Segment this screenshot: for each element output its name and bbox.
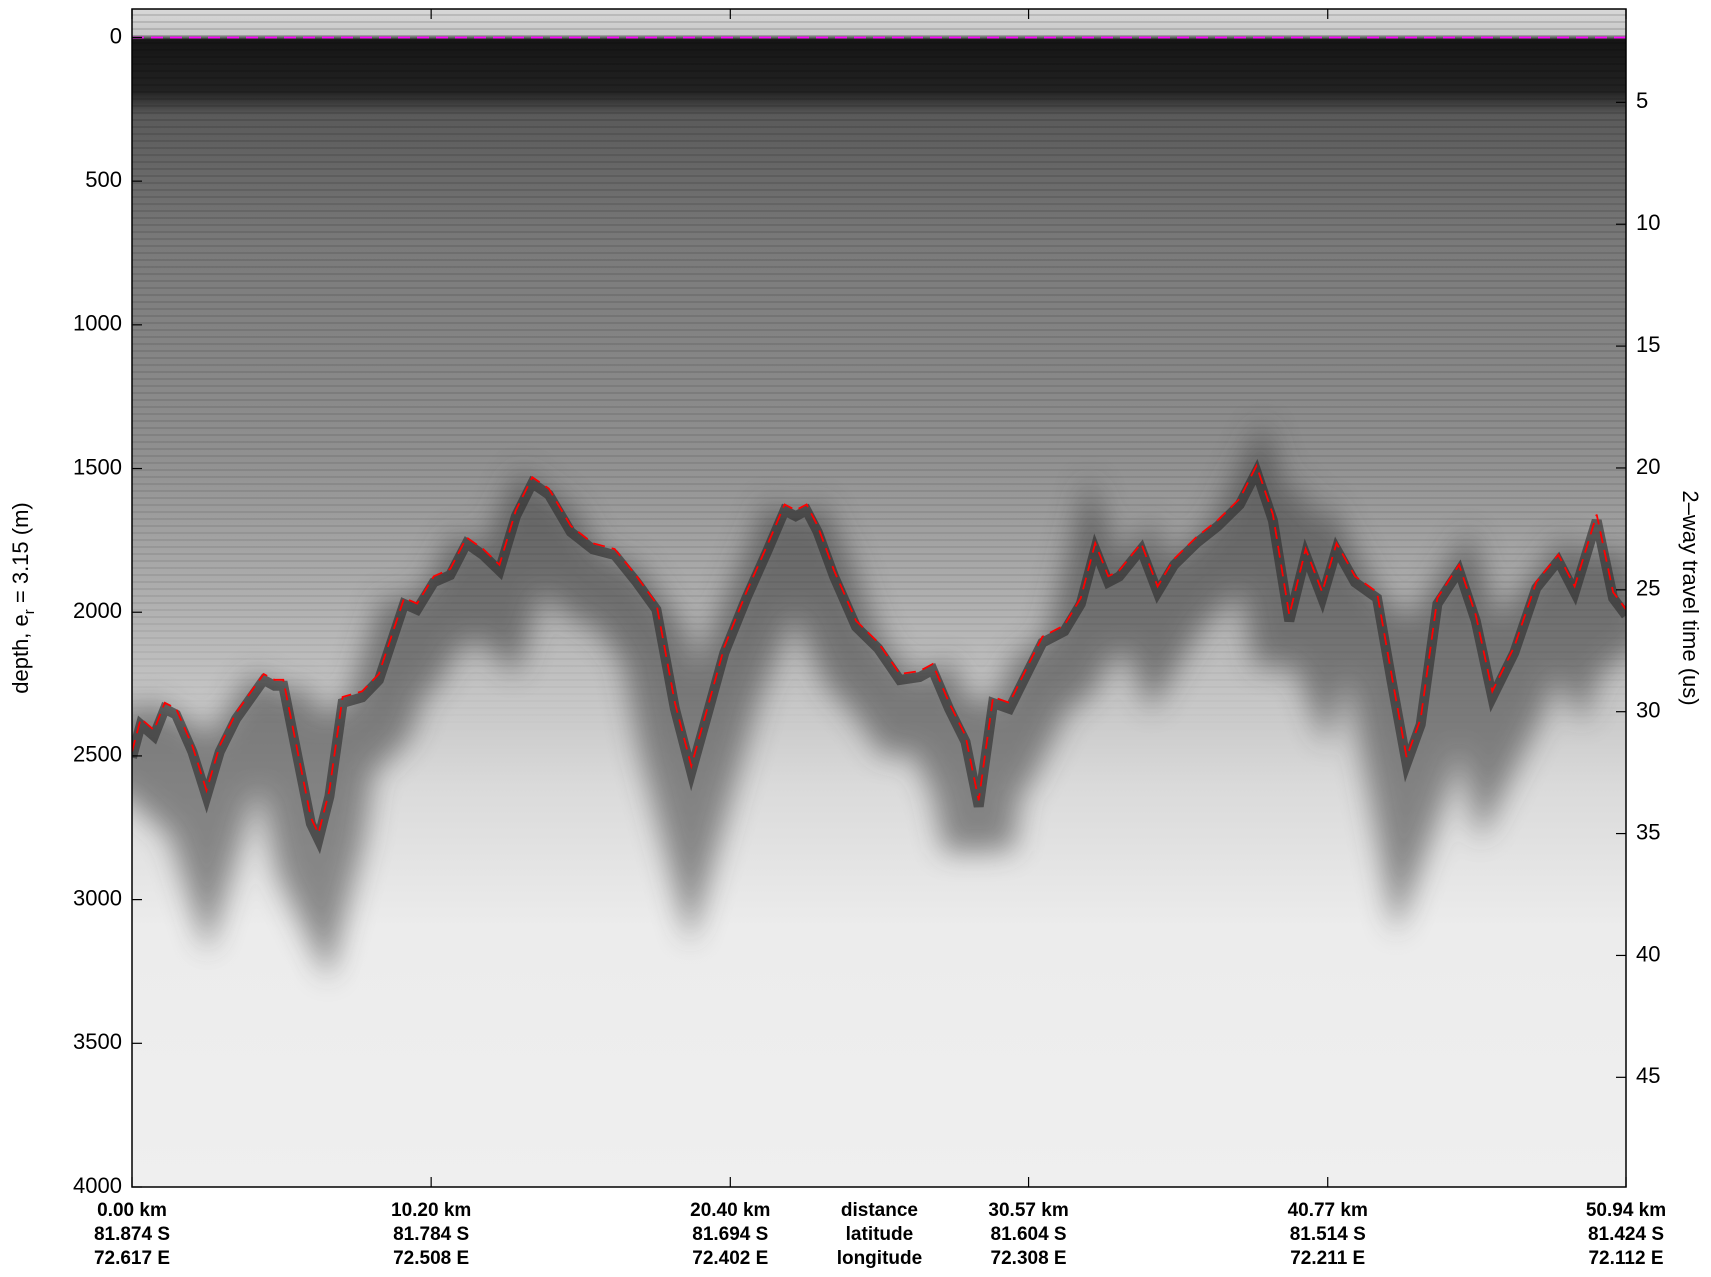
y2-tick-label: 10 <box>1636 210 1660 235</box>
y-tick-label: 1000 <box>73 311 122 336</box>
y-tick-label: 500 <box>85 167 122 192</box>
y2-axis-title: 2–way travel time (us) <box>1678 490 1703 705</box>
y2-tick-label: 35 <box>1636 819 1660 844</box>
x-tick-label: 50.94 km <box>1586 1200 1666 1221</box>
row-label: latitude <box>846 1224 914 1245</box>
pick-line <box>132 463 1626 837</box>
y2-tick-label: 5 <box>1636 88 1648 113</box>
row-label: distance <box>841 1200 918 1221</box>
y-tick-label: 3000 <box>73 885 122 910</box>
y-axis-title-part: depth, e <box>8 614 33 694</box>
row-label: longitude <box>837 1248 922 1269</box>
y-axis-title-sub: r <box>21 609 38 614</box>
x-tick-label: 40.77 km <box>1288 1200 1368 1221</box>
longitude-label: 72.617 E <box>94 1248 170 1269</box>
y-tick-label: 2500 <box>73 742 122 767</box>
y2-tick-label: 45 <box>1636 1063 1660 1088</box>
plot-area <box>132 9 1626 1187</box>
longitude-label: 72.308 E <box>991 1248 1067 1269</box>
plot-frame <box>131 8 1627 1188</box>
bed-echo-core <box>132 458 1626 855</box>
y-tick-label: 4000 <box>73 1173 122 1198</box>
y2-tick-label: 25 <box>1636 576 1660 601</box>
y2-tick-label: 20 <box>1636 454 1660 479</box>
y-axis-title-part: = 3.15 (m) <box>8 502 33 609</box>
latitude-label: 81.874 S <box>94 1224 170 1245</box>
y-tick-label: 0 <box>110 23 122 48</box>
longitude-label: 72.402 E <box>692 1248 768 1269</box>
echogram-layers <box>132 9 1626 1187</box>
bed-echo-shade <box>132 420 1626 981</box>
y2-tick-label: 15 <box>1636 332 1660 357</box>
y-tick-label: 3500 <box>73 1029 122 1054</box>
y2-tick-label: 30 <box>1636 698 1660 723</box>
latitude-label: 81.424 S <box>1588 1224 1664 1245</box>
latitude-label: 81.694 S <box>692 1224 768 1245</box>
latitude-label: 81.784 S <box>393 1224 469 1245</box>
x-tick-label: 30.57 km <box>988 1200 1068 1221</box>
y-tick-label: 1500 <box>73 454 122 479</box>
longitude-label: 72.508 E <box>393 1248 469 1269</box>
y2-tick-label: 40 <box>1636 941 1660 966</box>
longitude-label: 72.112 E <box>1588 1248 1663 1269</box>
x-tick-label: 0.00 km <box>97 1200 167 1221</box>
x-tick-label: 20.40 km <box>690 1200 770 1221</box>
latitude-label: 81.604 S <box>991 1224 1067 1245</box>
x-tick-label: 10.20 km <box>391 1200 471 1221</box>
y-tick-label: 2000 <box>73 598 122 623</box>
longitude-label: 72.211 E <box>1290 1248 1365 1269</box>
latitude-label: 81.514 S <box>1290 1224 1366 1245</box>
y-axis-title: depth, er = 3.15 (m) <box>8 502 38 694</box>
